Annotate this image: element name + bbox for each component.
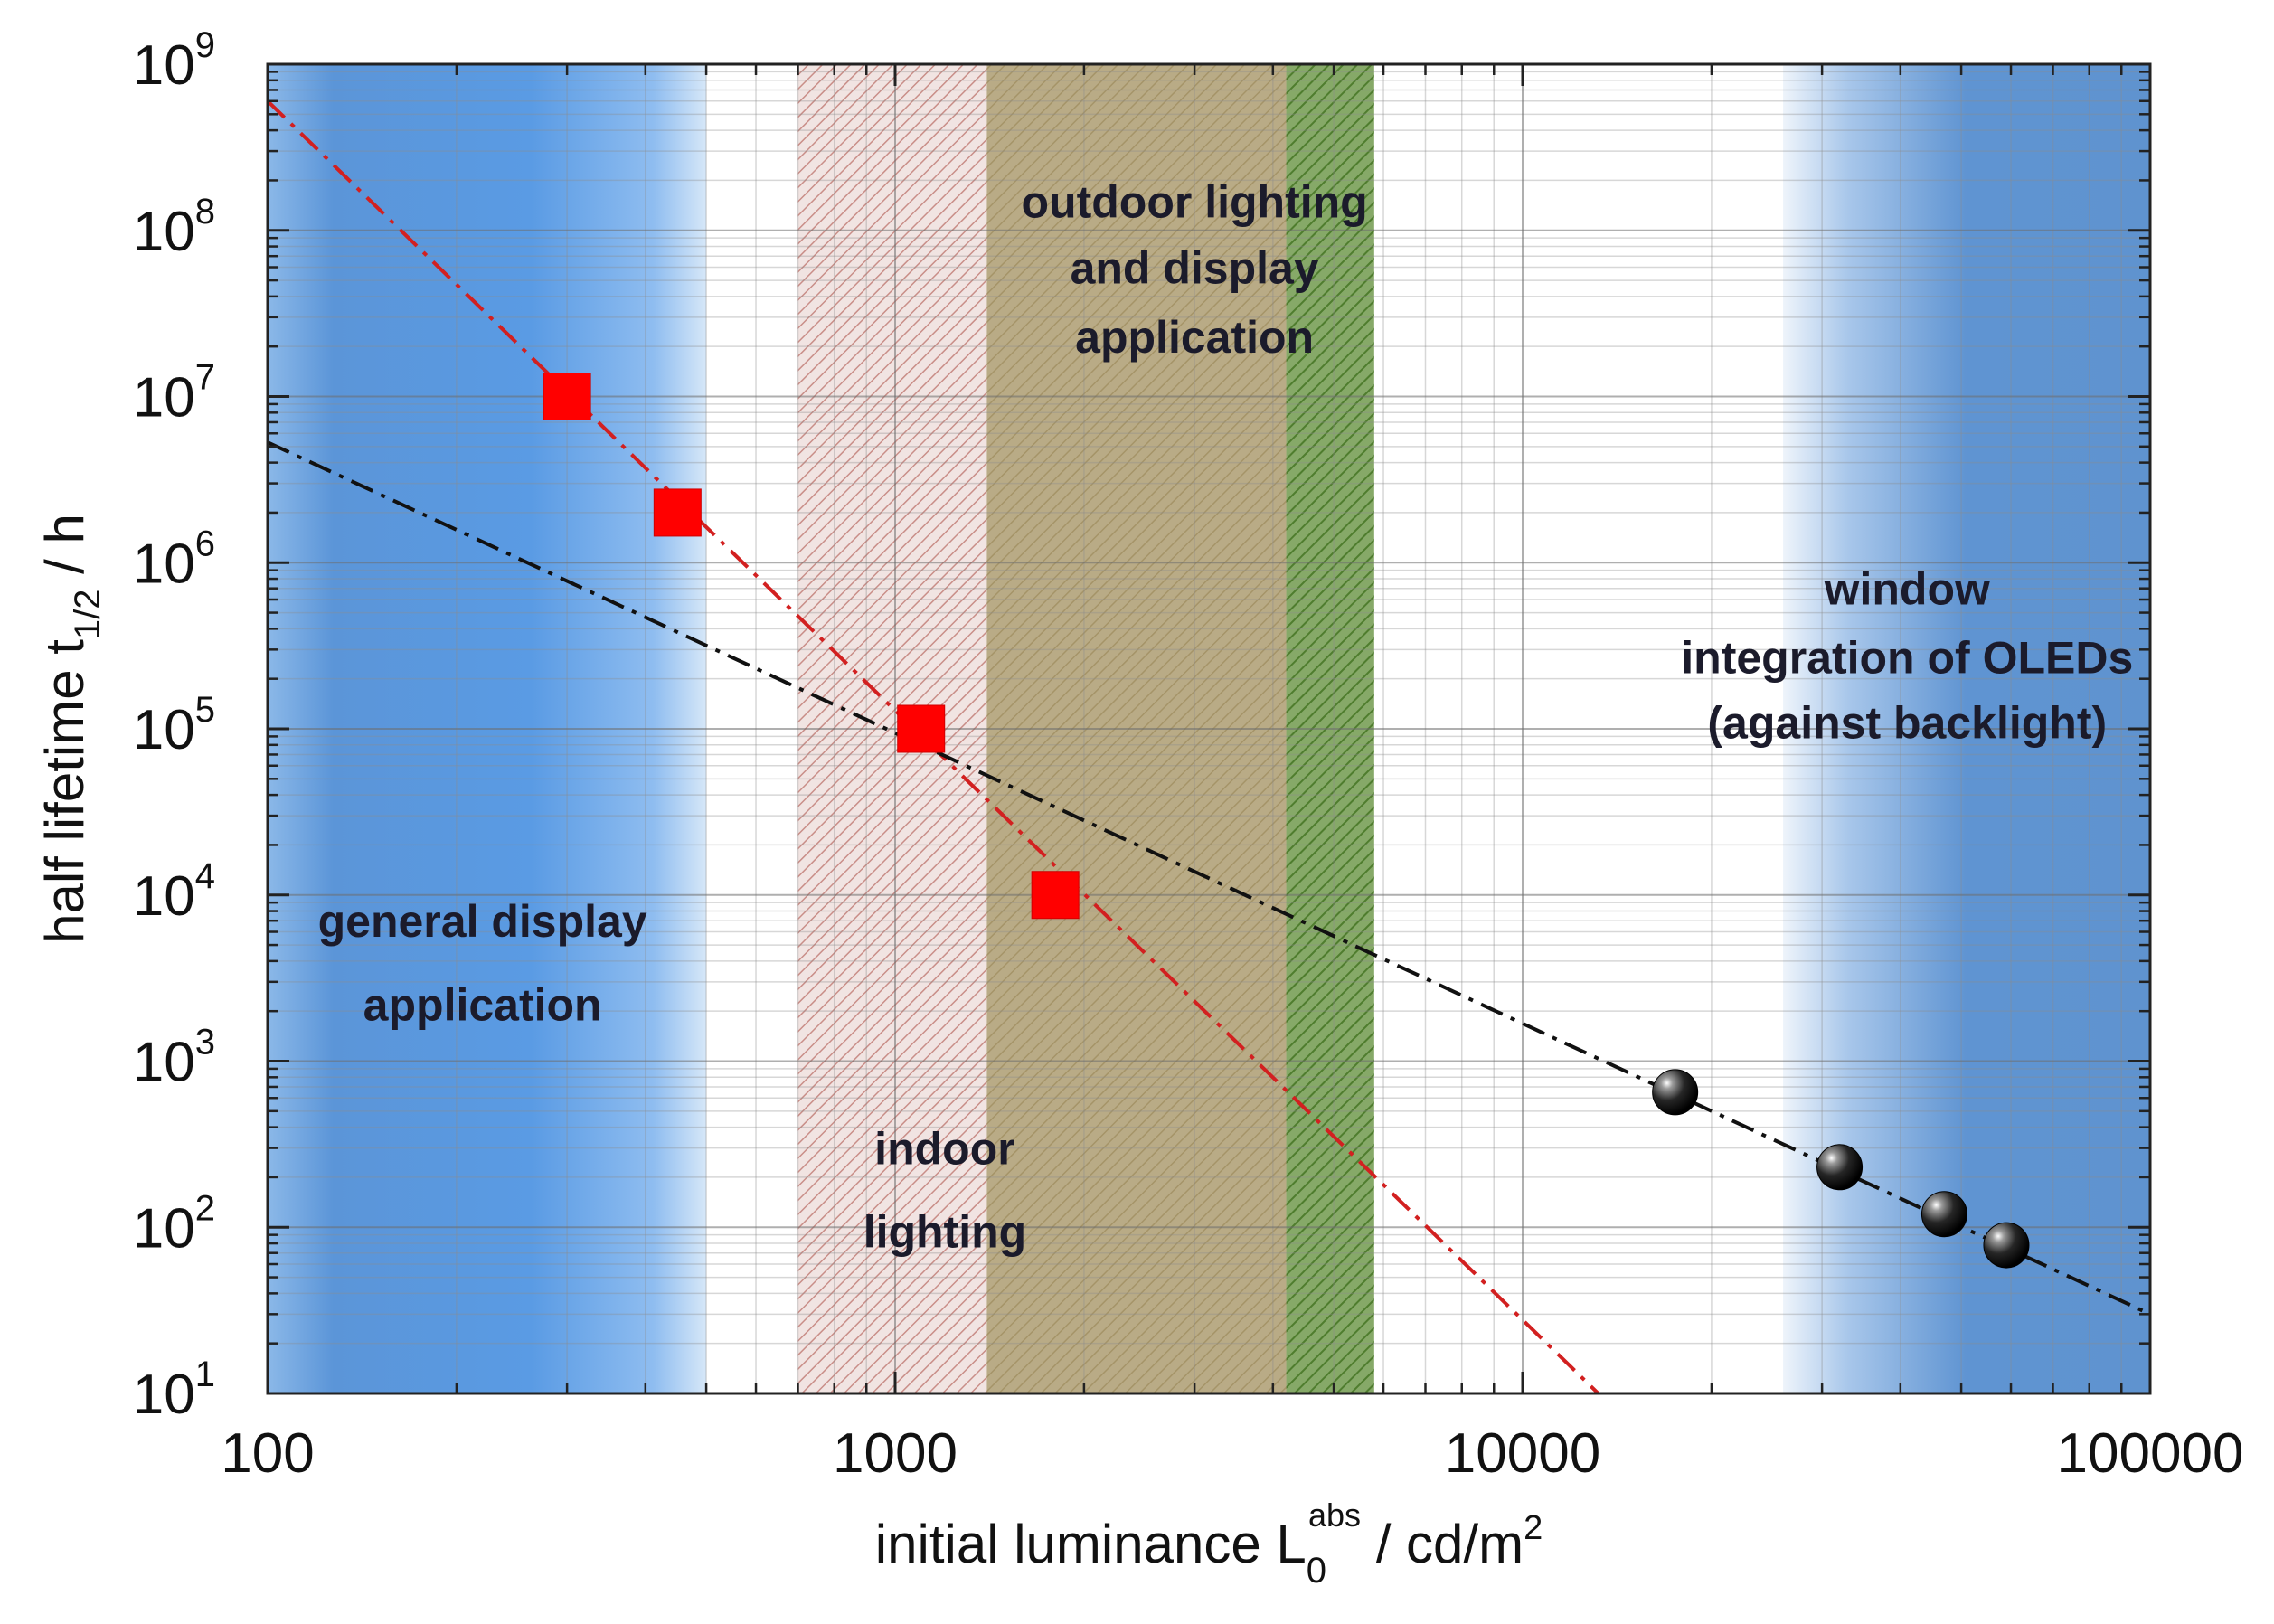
- x-axis-title-sup: abs: [1308, 1497, 1361, 1534]
- y-tick-base: 10: [133, 533, 195, 595]
- major-grid: [268, 64, 2150, 1393]
- y-tick-label: 103: [133, 1023, 215, 1094]
- region-label-outdoor-lighting: and display: [1071, 243, 1319, 294]
- region-label-outdoor-lighting: application: [1075, 312, 1314, 363]
- y-tick-label: 109: [133, 25, 215, 97]
- y-tick-base: 10: [133, 201, 195, 263]
- black-sphere-point: [1920, 1191, 1967, 1238]
- y-tick-base: 10: [133, 1032, 195, 1094]
- x-axis-title-sub: 0: [1307, 1551, 1326, 1591]
- y-tick-label: 108: [133, 192, 215, 263]
- y-tick-exponent: 1: [195, 1355, 215, 1394]
- y-axis-title-main: half lifetime t: [34, 639, 95, 944]
- x-tick-label: 10000: [1445, 1422, 1600, 1485]
- y-tick-label: 107: [133, 358, 215, 430]
- y-tick-exponent: 7: [195, 358, 215, 398]
- region-label-general-display: application: [363, 980, 602, 1031]
- region-label-window-integration: integration of OLEDs: [1681, 633, 2133, 684]
- region-label-general-display: general display: [318, 896, 647, 947]
- data-points: [543, 373, 2030, 1269]
- x-axis-title-unit: / cd/m: [1361, 1514, 1524, 1574]
- y-tick-base: 10: [133, 367, 195, 430]
- x-axis-title-unit-sup: 2: [1524, 1509, 1543, 1547]
- y-tick-base: 10: [133, 865, 195, 928]
- region-label-indoor-lighting: lighting: [863, 1206, 1027, 1257]
- x-tick-label: 100: [221, 1422, 314, 1485]
- region-label-window-integration: window: [1824, 564, 1990, 615]
- y-axis-title-unit: / h: [34, 514, 95, 589]
- y-tick-exponent: 2: [195, 1188, 215, 1228]
- x-tick-labels: 100 1000 10000 100000: [221, 1422, 2243, 1485]
- red-square-point: [897, 704, 946, 753]
- region-label-indoor-lighting: indoor: [874, 1124, 1015, 1175]
- y-tick-base: 10: [133, 1364, 195, 1426]
- region-label-outdoor-lighting: outdoor lighting: [1022, 176, 1368, 227]
- y-tick-label: 106: [133, 524, 215, 595]
- x-tick-label: 100000: [2057, 1422, 2244, 1485]
- black-sphere-point: [1652, 1069, 1699, 1116]
- y-tick-base: 10: [133, 699, 195, 761]
- black-sphere-point: [1816, 1144, 1864, 1191]
- y-tick-exponent: 4: [195, 856, 215, 896]
- y-axis-title-sub: 1/2: [68, 589, 108, 639]
- x-axis-title-main: initial luminance L: [875, 1514, 1307, 1574]
- y-tick-exponent: 3: [195, 1023, 215, 1062]
- axis-ticks: [266, 62, 2152, 1395]
- y-tick-exponent: 5: [195, 690, 215, 730]
- region-label-window-integration: (against backlight): [1707, 697, 2107, 748]
- region-labels: general display application indoor lighting…: [318, 176, 2134, 1257]
- y-axis-title: half lifetime t1/2 / h: [34, 514, 108, 944]
- red-square-point: [543, 373, 591, 420]
- black-sphere-point: [1983, 1222, 2030, 1269]
- y-tick-label: 104: [133, 856, 215, 928]
- y-tick-label: 101: [133, 1355, 215, 1426]
- y-tick-base: 10: [133, 34, 195, 97]
- y-tick-exponent: 9: [195, 25, 215, 65]
- minor-grid: [268, 64, 2150, 1393]
- red-square-point: [653, 488, 702, 537]
- red-square-point: [1031, 871, 1080, 920]
- y-tick-base: 10: [133, 1197, 195, 1260]
- y-tick-exponent: 6: [195, 524, 215, 563]
- y-tick-exponent: 8: [195, 192, 215, 231]
- x-axis-title: initial luminance L0 abs / cd/m2: [875, 1497, 1543, 1591]
- y-tick-label: 105: [133, 690, 215, 761]
- y-tick-label: 102: [133, 1188, 215, 1260]
- x-tick-label: 1000: [833, 1422, 958, 1485]
